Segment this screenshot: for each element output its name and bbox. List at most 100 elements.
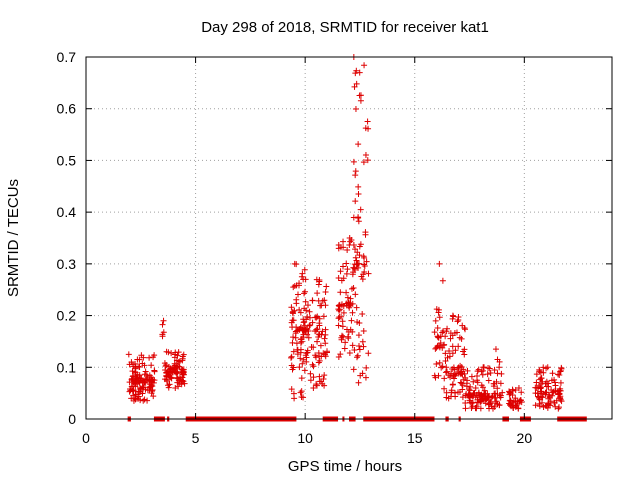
data-point: [310, 384, 317, 391]
y-tick-label: 0.1: [57, 359, 77, 375]
data-point: [288, 354, 295, 361]
data-point: [537, 375, 544, 382]
data-point: [315, 350, 322, 357]
data-point: [180, 351, 187, 358]
data-point: [435, 309, 442, 316]
data-point: [449, 332, 456, 339]
data-point: [535, 384, 542, 391]
data-point: [129, 368, 136, 375]
data-point: [442, 333, 449, 340]
data-point: [537, 376, 544, 383]
data-point: [480, 392, 487, 399]
data-point: [165, 349, 172, 356]
x-tick-label: 20: [517, 430, 533, 446]
data-point: [351, 83, 358, 90]
data-point: [470, 378, 477, 385]
data-point: [533, 379, 540, 386]
data-point: [314, 290, 321, 297]
data-point: [355, 191, 362, 198]
data-point: [150, 393, 157, 400]
data-point: [497, 392, 504, 399]
data-point: [446, 353, 453, 360]
data-point: [444, 325, 451, 332]
data-point: [439, 363, 446, 370]
y-tick-label: 0.2: [57, 308, 77, 324]
data-point: [316, 276, 323, 283]
data-point: [466, 386, 473, 393]
data-point: [172, 362, 179, 369]
data-point: [340, 333, 347, 340]
data-point: [451, 389, 458, 396]
data-point: [298, 388, 305, 395]
data-point: [492, 400, 499, 407]
data-point: [299, 270, 306, 277]
data-point: [313, 314, 320, 321]
data-point: [348, 285, 355, 292]
data-point: [442, 369, 449, 376]
data-point: [355, 218, 362, 225]
data-point: [441, 341, 448, 348]
data-point: [441, 385, 448, 392]
x-tick-label: 5: [192, 430, 200, 446]
data-point: [432, 317, 439, 324]
data-point: [289, 324, 296, 331]
data-point: [361, 263, 368, 270]
data-point: [497, 380, 504, 387]
data-point: [557, 379, 564, 386]
data-point: [138, 352, 145, 359]
data-point: [337, 268, 344, 275]
data-point: [351, 265, 358, 272]
data-point: [303, 358, 310, 365]
data-point: [355, 332, 362, 339]
data-point: [539, 399, 546, 406]
data-point: [315, 334, 322, 341]
data-point: [306, 322, 313, 329]
data-point: [537, 369, 544, 376]
data-point: [168, 350, 175, 357]
data-point: [469, 403, 476, 410]
data-point: [293, 261, 300, 268]
data-point: [451, 375, 458, 382]
data-point: [487, 369, 494, 376]
data-point: [462, 326, 469, 333]
data-point: [298, 375, 305, 382]
data-point: [346, 350, 353, 357]
data-point: [340, 309, 347, 316]
data-point: [135, 388, 142, 395]
data-point: [347, 295, 354, 302]
data-point: [448, 387, 455, 394]
data-point: [555, 371, 562, 378]
data-point: [130, 372, 137, 379]
data-point: [536, 396, 543, 403]
data-point: [356, 243, 363, 250]
data-point: [365, 270, 372, 277]
data-point: [312, 328, 319, 335]
data-point: [486, 394, 493, 401]
data-point: [172, 349, 179, 356]
data-point: [515, 384, 522, 391]
y-tick-label: 0.3: [57, 256, 77, 272]
data-point: [443, 394, 450, 401]
data-point: [442, 357, 449, 364]
data-point: [302, 326, 309, 333]
data-point: [434, 334, 441, 341]
data-point: [307, 370, 314, 377]
data-point: [322, 326, 329, 333]
data-point: [304, 302, 311, 309]
data-point: [151, 367, 158, 374]
data-point: [507, 389, 514, 396]
data-point: [517, 396, 524, 403]
data-point: [491, 367, 498, 374]
data-point: [481, 387, 488, 394]
data-point: [437, 339, 444, 346]
data-point: [349, 309, 356, 316]
data-point: [340, 275, 347, 282]
data-point: [355, 141, 362, 148]
data-point: [462, 400, 469, 407]
data-point: [439, 329, 446, 336]
data-point: [148, 390, 155, 397]
data-point: [361, 62, 368, 69]
data-point: [348, 317, 355, 324]
data-point: [496, 358, 503, 365]
